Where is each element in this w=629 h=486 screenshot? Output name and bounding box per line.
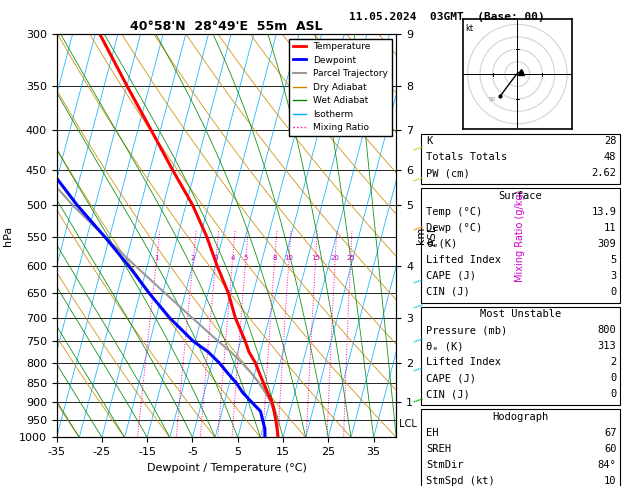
Text: 800: 800 <box>598 325 616 335</box>
Text: 3: 3 <box>610 271 616 281</box>
Text: 84°: 84° <box>598 460 616 470</box>
Text: 2: 2 <box>191 255 196 260</box>
Text: Surface: Surface <box>499 191 542 201</box>
Text: 313: 313 <box>598 341 616 351</box>
Text: Lifted Index: Lifted Index <box>426 255 501 265</box>
Text: 11: 11 <box>604 223 616 233</box>
Y-axis label: km
ASL: km ASL <box>416 225 438 246</box>
Text: /: / <box>411 142 423 154</box>
Legend: Temperature, Dewpoint, Parcel Trajectory, Dry Adiabat, Wet Adiabat, Isotherm, Mi: Temperature, Dewpoint, Parcel Trajectory… <box>289 38 392 136</box>
Text: /: / <box>411 334 423 346</box>
Text: PW (cm): PW (cm) <box>426 168 470 178</box>
Text: 10: 10 <box>284 255 293 260</box>
Text: Hodograph: Hodograph <box>493 412 548 422</box>
Text: 60: 60 <box>604 444 616 454</box>
Text: /: / <box>411 300 423 312</box>
Text: /: / <box>411 276 423 288</box>
Text: Pressure (mb): Pressure (mb) <box>426 325 508 335</box>
Text: /: / <box>411 364 423 375</box>
Text: 5: 5 <box>610 255 616 265</box>
Y-axis label: hPa: hPa <box>3 226 13 246</box>
Text: K: K <box>426 136 433 146</box>
Text: 2.62: 2.62 <box>591 168 616 178</box>
Text: CIN (J): CIN (J) <box>426 287 470 297</box>
Text: CAPE (J): CAPE (J) <box>426 271 476 281</box>
Text: /: / <box>411 395 423 407</box>
Text: 309: 309 <box>598 239 616 249</box>
Text: Temp (°C): Temp (°C) <box>426 207 482 217</box>
Text: 10: 10 <box>604 476 616 486</box>
Text: 8: 8 <box>272 255 277 260</box>
Text: Most Unstable: Most Unstable <box>480 309 561 319</box>
Text: Mixing Ratio (g/kg): Mixing Ratio (g/kg) <box>515 190 525 282</box>
Text: 20: 20 <box>331 255 340 260</box>
X-axis label: Dewpoint / Temperature (°C): Dewpoint / Temperature (°C) <box>147 463 306 473</box>
Text: 15: 15 <box>311 255 320 260</box>
Text: 50: 50 <box>489 98 496 103</box>
Text: 0: 0 <box>610 373 616 383</box>
Text: kt: kt <box>465 24 473 34</box>
Text: 48: 48 <box>604 152 616 162</box>
Title: 40°58'N  28°49'E  55m  ASL: 40°58'N 28°49'E 55m ASL <box>130 20 323 33</box>
Text: /: / <box>411 223 423 234</box>
Text: 2: 2 <box>610 357 616 367</box>
Text: 4: 4 <box>230 255 235 260</box>
Text: 0: 0 <box>610 287 616 297</box>
Text: 0: 0 <box>610 389 616 399</box>
Text: StmSpd (kt): StmSpd (kt) <box>426 476 495 486</box>
Text: Totals Totals: Totals Totals <box>426 152 508 162</box>
Text: Lifted Index: Lifted Index <box>426 357 501 367</box>
Text: 13.9: 13.9 <box>591 207 616 217</box>
Text: CIN (J): CIN (J) <box>426 389 470 399</box>
Text: CAPE (J): CAPE (J) <box>426 373 476 383</box>
Text: 25: 25 <box>346 255 355 260</box>
Text: Dewp (°C): Dewp (°C) <box>426 223 482 233</box>
Text: 28: 28 <box>604 136 616 146</box>
Text: 5: 5 <box>243 255 248 260</box>
Text: StmDir: StmDir <box>426 460 464 470</box>
Text: LCL: LCL <box>396 419 417 429</box>
Text: 3: 3 <box>214 255 218 260</box>
Text: 1: 1 <box>154 255 159 260</box>
Text: θₑ (K): θₑ (K) <box>426 341 464 351</box>
Text: /: / <box>411 174 423 186</box>
Text: θₑ(K): θₑ(K) <box>426 239 458 249</box>
Text: SREH: SREH <box>426 444 452 454</box>
Text: EH: EH <box>426 428 439 438</box>
Text: 67: 67 <box>604 428 616 438</box>
Text: 11.05.2024  03GMT  (Base: 00): 11.05.2024 03GMT (Base: 00) <box>348 12 545 22</box>
